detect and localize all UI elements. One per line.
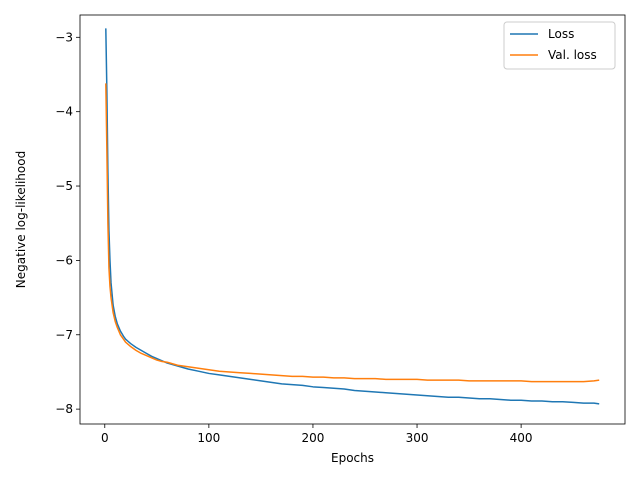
y-tick-label: −5	[55, 179, 73, 193]
y-tick-label: −8	[55, 402, 73, 416]
plot-area	[105, 28, 600, 405]
x-tick-label: 200	[301, 431, 324, 445]
x-tick-label: 400	[510, 431, 533, 445]
series-line-1	[105, 28, 600, 405]
legend-label: Loss	[548, 27, 574, 41]
x-tick-label: 300	[406, 431, 429, 445]
x-axis: 0 100 200 300 400	[101, 424, 533, 445]
series-line-2	[105, 83, 600, 383]
legend: Loss Val. loss	[503, 21, 616, 70]
y-tick-label: −3	[55, 30, 73, 44]
x-tick-label: 0	[101, 431, 109, 445]
x-tick-label: 100	[197, 431, 220, 445]
x-axis-label: Epochs	[331, 451, 374, 465]
y-tick-label: −6	[55, 253, 73, 267]
y-tick-label: −7	[55, 328, 73, 342]
y-tick-label: −4	[55, 105, 73, 119]
legend-label: Val. loss	[548, 48, 597, 62]
y-axis-label: Negative log-likelihood	[14, 151, 28, 288]
y-axis: −3 −4 −5 −6 −7 −8	[55, 30, 80, 416]
axes-frame	[79, 14, 626, 425]
